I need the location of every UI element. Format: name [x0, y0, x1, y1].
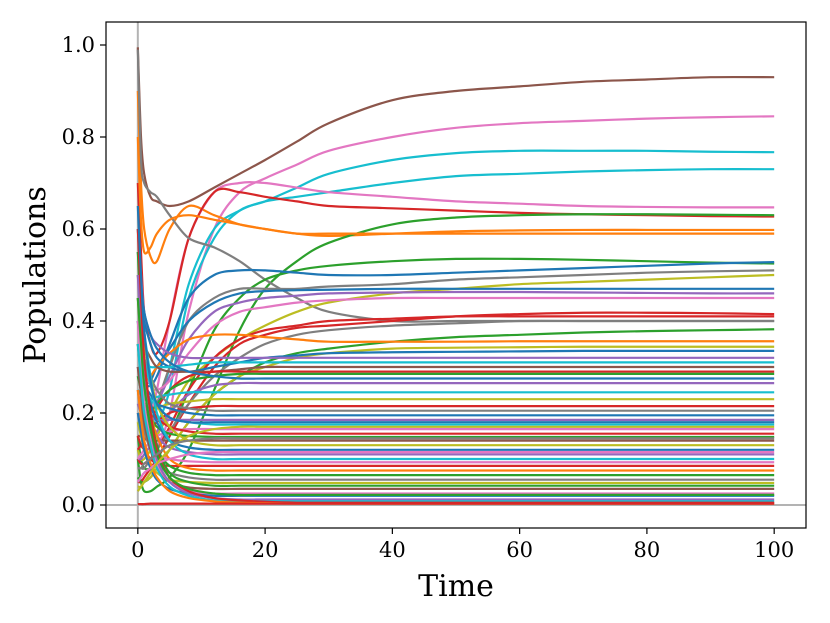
- y-tick-label: 0.0: [62, 493, 95, 517]
- series-lines: [136, 47, 775, 506]
- x-tick-label: 80: [634, 538, 661, 562]
- x-tick-label: 20: [252, 538, 279, 562]
- series-line-s62: [136, 297, 775, 497]
- series-line-s36: [136, 366, 775, 417]
- x-tick-label: 60: [506, 538, 533, 562]
- plot-frame: [105, 21, 807, 529]
- y-tick-label: 1.0: [62, 33, 95, 57]
- series-line-s44: [136, 320, 775, 452]
- series-line-s61: [137, 502, 775, 506]
- x-axis-title: Time: [418, 569, 494, 604]
- series-line-s10: [136, 136, 775, 255]
- y-tick-label: 0.2: [62, 401, 95, 425]
- series-line-s30: [136, 251, 775, 380]
- series-line-s65: [136, 425, 775, 492]
- series-line-s27: [136, 297, 775, 374]
- series-line-s64: [136, 450, 775, 483]
- y-axis-title: Populations: [18, 186, 53, 363]
- y-tick-label: 0.8: [62, 125, 95, 149]
- series-line-s32: [136, 389, 775, 401]
- x-tick-label: 100: [754, 538, 794, 562]
- y-tick-label: 0.6: [62, 217, 95, 241]
- x-tick-label: 0: [131, 538, 144, 562]
- x-tick-label: 40: [379, 538, 406, 562]
- y-tick-label: 0.4: [62, 309, 95, 333]
- series-line-s66: [137, 437, 775, 470]
- axis-ticks: 0 20 40 60 80 100 0.0 0.2 0.4 0.6 0.8 1.0: [62, 33, 795, 562]
- series-line-s01: [136, 47, 775, 208]
- series-line-s26: [136, 343, 775, 369]
- series-line-s63: [136, 205, 775, 424]
